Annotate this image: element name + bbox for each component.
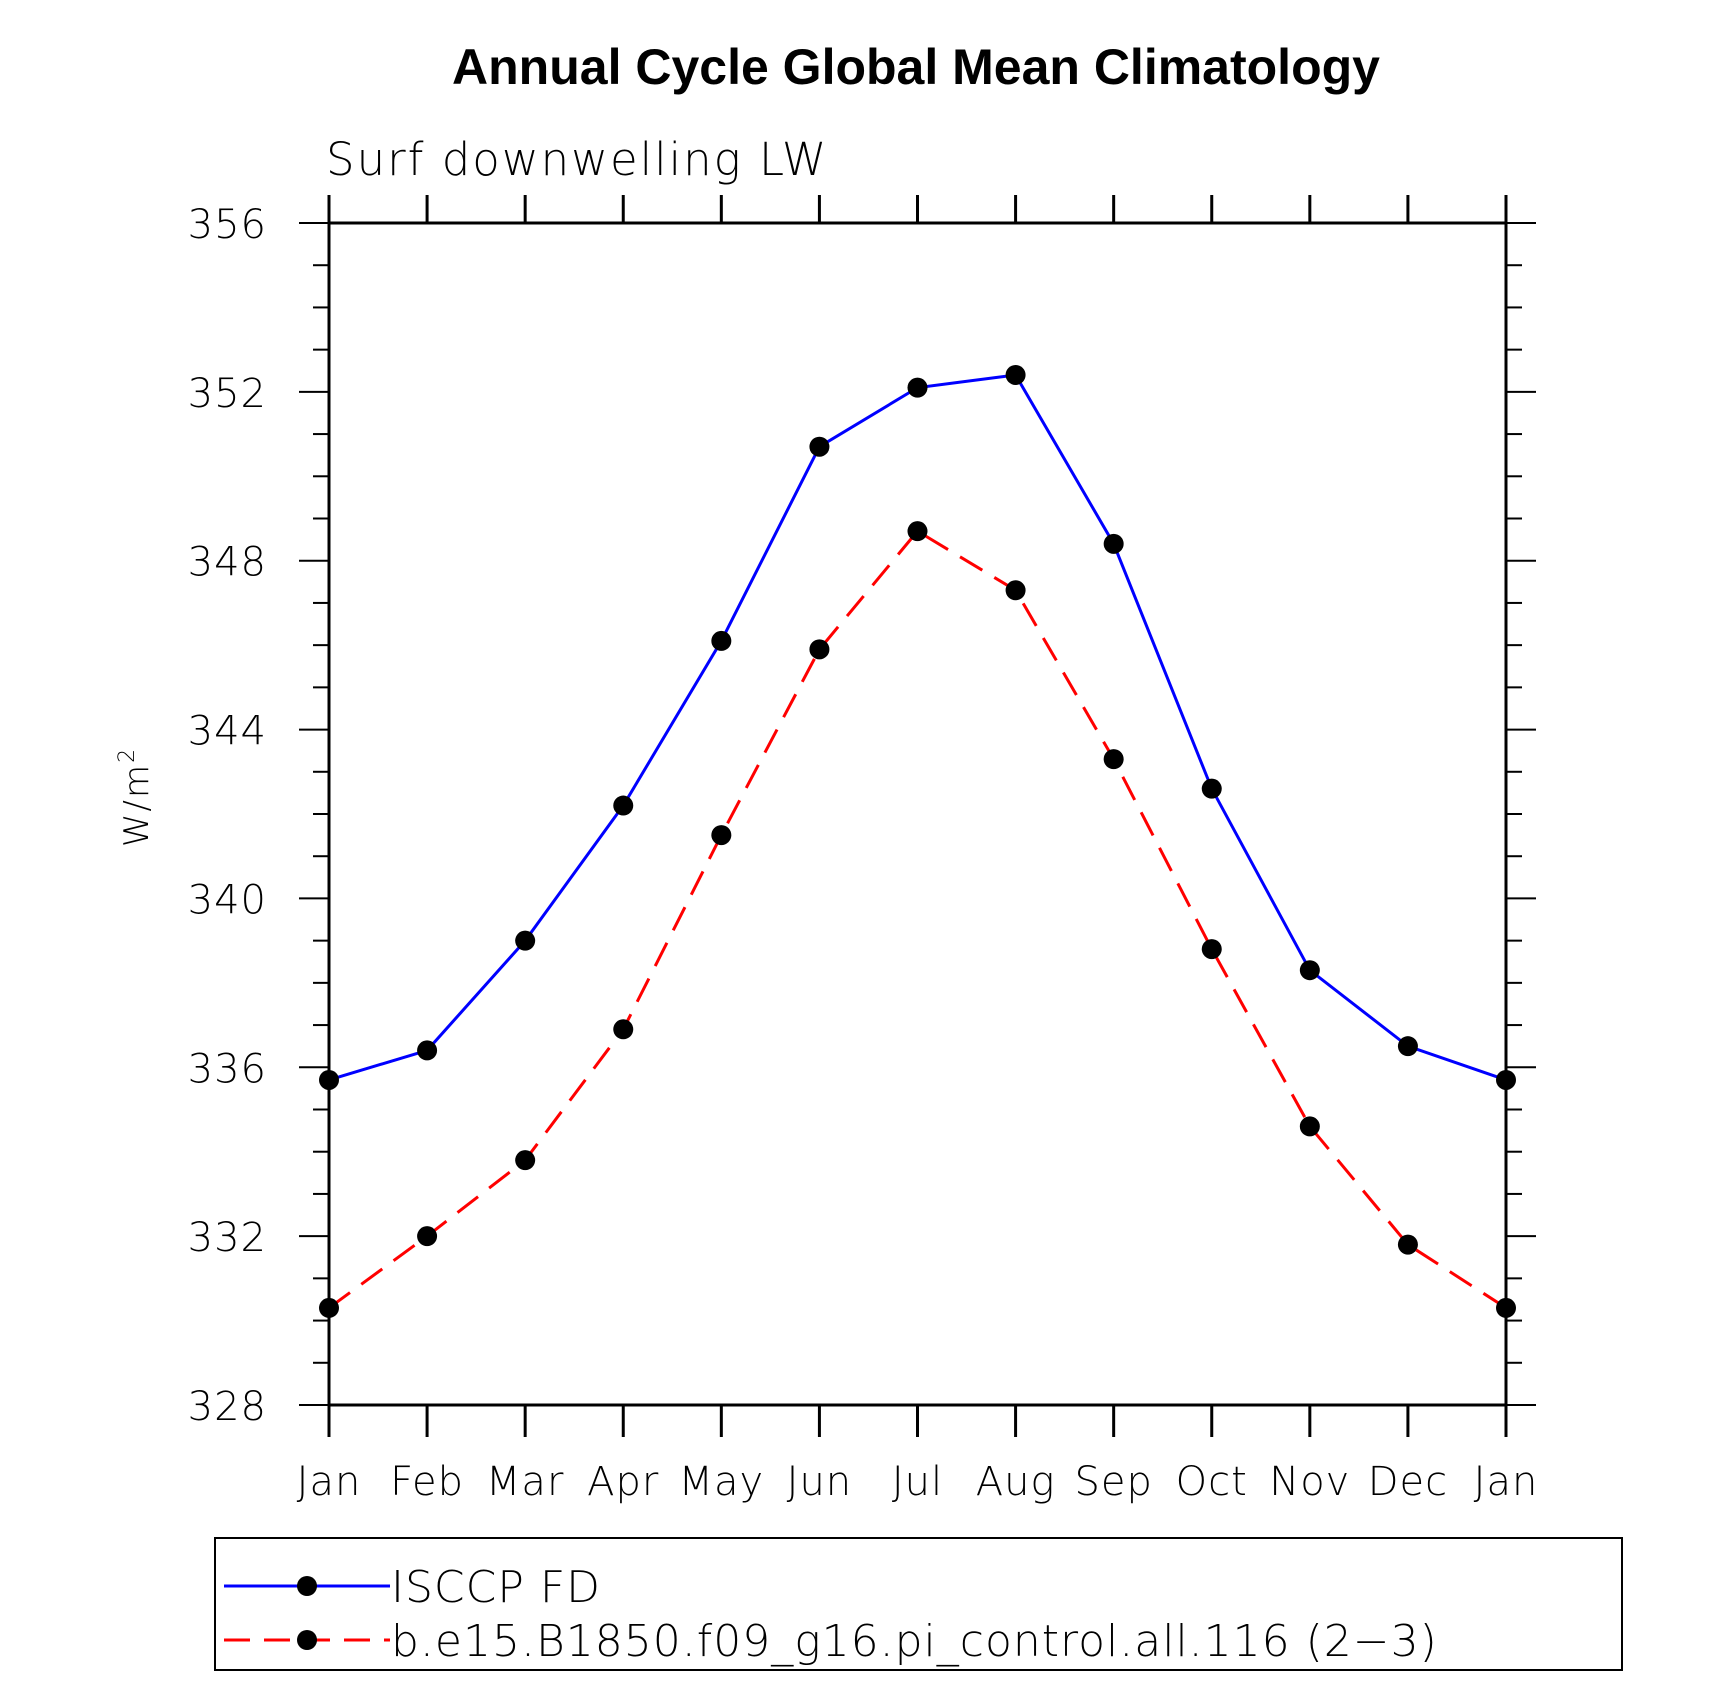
series-line xyxy=(328,529,1507,1310)
y-tick-label: 332 xyxy=(188,1215,267,1261)
x-tick-label: Jun xyxy=(787,1459,853,1505)
data-point xyxy=(319,1069,339,1090)
y-tick-label: 336 xyxy=(188,1046,267,1092)
data-point xyxy=(613,1019,634,1040)
data-point xyxy=(417,1226,438,1247)
data-point xyxy=(417,1040,438,1061)
legend-box xyxy=(214,1537,1623,1671)
data-point xyxy=(809,436,830,457)
chart-title: Annual Cycle Global Mean Climatology xyxy=(452,39,1380,95)
x-tick-label: Jan xyxy=(1474,1459,1539,1505)
series-1 xyxy=(319,521,1516,1318)
data-point xyxy=(809,639,830,660)
data-point xyxy=(1201,778,1222,799)
data-point xyxy=(515,1150,536,1171)
chart-subtitle: Surf downwelling LW xyxy=(326,133,828,186)
x-tick-label: Feb xyxy=(390,1459,464,1505)
data-point xyxy=(1103,749,1124,770)
series-line xyxy=(328,373,1507,1082)
x-tick-label: Jan xyxy=(297,1459,362,1505)
legend-label: b.e15.B1850.f09_g16.pi_control.all.116 (… xyxy=(391,1616,1438,1667)
x-tick-label: May xyxy=(678,1459,764,1505)
x-tick-label: Sep xyxy=(1074,1459,1152,1505)
legend-marker xyxy=(297,1576,317,1596)
y-tick-label: 340 xyxy=(188,877,267,923)
data-point xyxy=(1397,1234,1418,1255)
data-point xyxy=(1201,939,1222,960)
svg-text:W/m2: W/m2 xyxy=(115,747,157,847)
x-tick-label: Apr xyxy=(587,1459,659,1505)
series-layer xyxy=(319,364,1516,1318)
plot-axes: Jan Feb Mar Apr May Jun Jul Aug Sep Oct Nov Dec Jan 3… xyxy=(188,195,1539,1505)
x-tick-label: Jul xyxy=(892,1459,943,1505)
x-tick-label: Dec xyxy=(1368,1459,1448,1505)
y-axis-label: W/m2 xyxy=(115,747,157,847)
y-tick-label: 348 xyxy=(188,540,267,586)
x-tick-label: Mar xyxy=(486,1459,564,1505)
data-point xyxy=(613,795,634,816)
data-point xyxy=(1496,1069,1516,1090)
x-tick-label: Oct xyxy=(1176,1459,1248,1505)
data-point xyxy=(319,1297,339,1318)
data-point xyxy=(1005,580,1026,601)
legend-marker xyxy=(297,1630,317,1650)
data-point xyxy=(907,521,928,542)
data-point xyxy=(515,930,536,951)
x-tick-label: Nov xyxy=(1269,1459,1350,1505)
series-0 xyxy=(319,364,1516,1090)
y-tick-label: 344 xyxy=(188,709,267,755)
y-tick-label: 328 xyxy=(188,1384,267,1430)
y-tick-label: 352 xyxy=(188,371,267,417)
data-point xyxy=(711,825,732,846)
data-point xyxy=(1299,960,1320,981)
x-tick-label: Aug xyxy=(976,1459,1056,1505)
data-point xyxy=(907,377,928,398)
data-point xyxy=(1299,1116,1320,1137)
y-tick-label: 356 xyxy=(188,202,267,248)
y-axis-label-text: W/m xyxy=(117,763,157,847)
data-point xyxy=(1397,1036,1418,1057)
plot-frame xyxy=(327,221,1508,1407)
y-axis-label-superscript: 2 xyxy=(115,747,140,763)
data-point xyxy=(1496,1297,1516,1318)
legend: ISCCP FDb.e15.B1850.f09_g16.pi_control.a… xyxy=(214,1537,1623,1671)
data-point xyxy=(1103,533,1124,554)
legend-label: ISCCP FD xyxy=(391,1562,601,1613)
data-point xyxy=(711,630,732,651)
data-point xyxy=(1005,364,1026,385)
